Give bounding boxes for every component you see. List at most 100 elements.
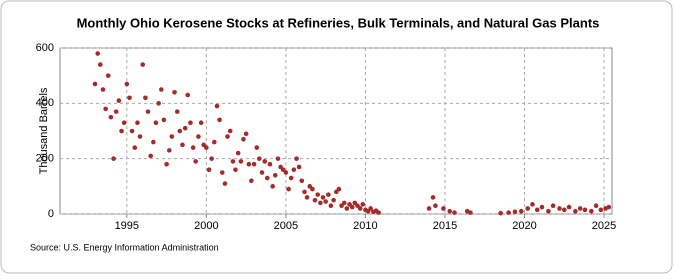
data-point (525, 206, 530, 211)
x-tick-label: 2010 (353, 220, 377, 232)
data-point (318, 200, 323, 206)
data-point (206, 167, 212, 173)
data-point (286, 186, 291, 192)
data-point (315, 192, 321, 197)
data-point (95, 51, 101, 56)
data-point (185, 92, 191, 98)
data-point (116, 98, 122, 103)
data-point (336, 186, 342, 192)
data-point (238, 159, 244, 164)
data-point (593, 203, 599, 208)
data-point (92, 81, 98, 87)
data-point (105, 73, 111, 78)
data-point (512, 209, 518, 215)
data-point (294, 156, 299, 161)
data-point (190, 145, 196, 150)
x-tick-label: 1995 (115, 220, 139, 232)
data-point (164, 161, 169, 167)
data-point (341, 200, 347, 206)
data-point (557, 206, 562, 211)
data-point (153, 120, 159, 125)
data-point (323, 199, 328, 204)
data-point (257, 156, 262, 161)
x-tick-label: 2020 (512, 220, 536, 232)
data-point (217, 117, 222, 123)
data-point (193, 159, 198, 164)
data-point (151, 139, 156, 145)
data-point (180, 142, 185, 148)
data-point (589, 208, 594, 214)
data-point (272, 172, 278, 178)
data-point (251, 161, 257, 167)
y-tick-label: 400 (36, 97, 54, 109)
data-point (530, 202, 535, 207)
data-point (222, 181, 228, 186)
data-point (209, 156, 214, 161)
data-point (546, 208, 551, 214)
data-point (169, 134, 175, 139)
data-point (561, 207, 567, 213)
data-point (198, 120, 204, 125)
data-point (148, 153, 153, 159)
data-point (430, 195, 436, 200)
data-point (103, 106, 108, 112)
chart-frame (0, 0, 673, 274)
data-point (127, 95, 132, 101)
data-point (214, 103, 220, 109)
data-point (539, 204, 545, 210)
data-point (573, 208, 578, 214)
data-point (498, 210, 503, 216)
data-point (267, 161, 273, 167)
data-point (233, 167, 238, 173)
data-point (137, 134, 143, 139)
data-point (196, 134, 201, 139)
data-point (182, 125, 188, 131)
x-tick-label: 2025 (592, 220, 616, 232)
data-point (132, 145, 138, 150)
data-point (288, 175, 294, 181)
data-point (246, 161, 252, 167)
data-point (344, 206, 350, 211)
data-point (550, 203, 556, 208)
data-point (360, 202, 366, 207)
y-tick-label: 0 (48, 208, 54, 220)
data-point (606, 204, 612, 210)
data-point (296, 164, 302, 170)
data-point (376, 210, 381, 215)
data-point (254, 145, 260, 150)
data-point (235, 150, 241, 156)
data-point (172, 89, 177, 95)
data-point (108, 114, 114, 120)
data-point (331, 197, 336, 203)
data-point (299, 178, 305, 184)
data-point (225, 134, 230, 139)
y-tick-label: 600 (36, 42, 54, 54)
data-point (145, 109, 151, 114)
data-point (302, 189, 307, 195)
data-point (519, 208, 524, 214)
data-point (426, 206, 432, 211)
data-point (121, 120, 127, 125)
data-point (140, 62, 146, 67)
data-point (230, 159, 236, 164)
data-point (598, 207, 604, 213)
data-point (204, 145, 209, 150)
x-tick-label: 2000 (194, 220, 218, 232)
data-point (212, 139, 217, 145)
data-point (433, 203, 438, 208)
data-point (159, 87, 164, 92)
data-point (259, 170, 265, 175)
data-point (156, 101, 161, 106)
data-point (368, 206, 373, 211)
data-point (243, 131, 249, 137)
data-point (357, 206, 363, 211)
data-point (283, 170, 289, 175)
data-point (135, 120, 140, 125)
data-point (447, 208, 453, 214)
data-point (100, 87, 106, 92)
data-point (97, 62, 103, 67)
data-point (177, 128, 183, 134)
data-point (249, 178, 254, 184)
data-point (328, 203, 334, 208)
data-point (506, 210, 511, 215)
